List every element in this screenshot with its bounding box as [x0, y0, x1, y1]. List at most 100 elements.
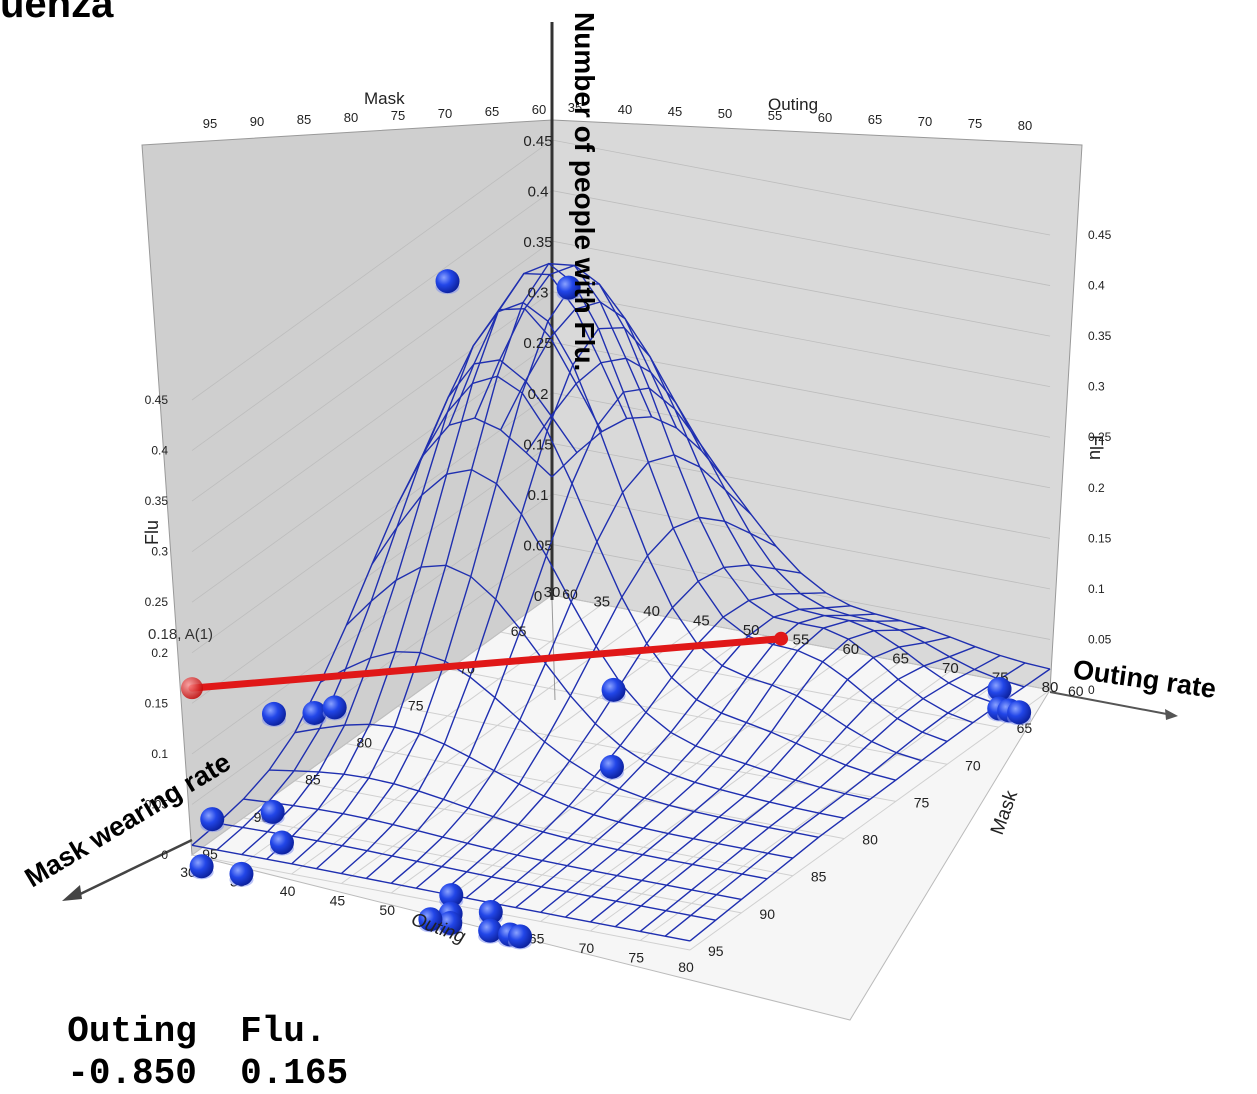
data-point: [478, 900, 503, 924]
floor-mask-title: Mask: [987, 787, 1022, 837]
flu-tick-right: 0: [1088, 683, 1095, 697]
flu-tick-right: 0.4: [1088, 279, 1105, 293]
mesh-line-outing: [540, 619, 901, 913]
highlight-segment[interactable]: [188, 635, 785, 692]
flu-tick-left: 0.45: [145, 393, 169, 407]
mask-tick-top: 95: [203, 116, 217, 131]
flu-tick-center: 0.4: [528, 184, 549, 201]
outing-tick-back: 30: [544, 584, 561, 601]
highlight-end-marker[interactable]: [774, 631, 789, 646]
data-point: [200, 807, 225, 832]
mesh-line-outing: [216, 359, 578, 851]
flu-tick-left: 0.05: [145, 797, 169, 811]
outing-axis-arrowhead: [1165, 709, 1178, 720]
mesh-line-outing: [565, 627, 926, 918]
data-point: [229, 861, 254, 886]
mesh-line-outing: [390, 454, 752, 884]
mask-tick-top: 60: [532, 102, 546, 117]
flu-tick-right: 0.35: [1088, 329, 1112, 343]
mask-tick-right: 80: [862, 832, 878, 848]
data-point: [438, 911, 463, 936]
data-point: [418, 907, 443, 932]
readout-header-outing: Outing: [67, 1011, 197, 1052]
top-outing-title: Outing: [768, 95, 818, 114]
mesh-line-outing: [639, 654, 1001, 932]
flu-tick-center: 0.2: [528, 386, 549, 403]
data-point: [1007, 700, 1032, 725]
highlight-start-marker[interactable]: [181, 677, 203, 700]
mask-tick-right: 75: [914, 794, 930, 810]
outing-tick-back: 35: [593, 594, 610, 611]
outing-tick-front: 45: [330, 893, 346, 909]
chart-3d-canvas: 3035404550556065707580303540455055606570…: [20, 12, 1218, 1021]
mesh-line-outing: [291, 262, 653, 865]
mask-tick-right: 70: [965, 757, 981, 773]
outing-tick-front: 50: [379, 902, 395, 918]
mesh-line-outing: [515, 613, 876, 909]
flu-tick-left: 0.2: [151, 646, 168, 660]
outing-tick-top: 80: [1018, 118, 1032, 133]
flu-tick-left: 0.1: [151, 747, 168, 761]
flu-tick-left: 0.15: [145, 696, 169, 710]
readout-value-flu: 0.165: [240, 1053, 349, 1094]
data-point: [261, 701, 286, 726]
mask-tick-right: 85: [811, 869, 827, 885]
outing-tick-top: 35: [568, 100, 582, 115]
mesh-line-outing: [589, 636, 951, 923]
data-point: [599, 754, 624, 779]
floor-gridline-mask: [346, 743, 845, 840]
mesh-line-outing: [241, 308, 603, 856]
outing-tick-front: 75: [628, 950, 644, 966]
readout-header-flu: Flu.: [240, 1011, 327, 1052]
data-point: [189, 854, 214, 879]
mesh-line-outing: [465, 592, 826, 899]
readout-headers: Outing Flu.: [24, 970, 326, 1052]
data-point: [322, 695, 347, 720]
flu-tick-right: 0.05: [1088, 632, 1112, 646]
outing-tick-top: 70: [918, 114, 932, 129]
mask-tick-top: 80: [344, 110, 358, 125]
data-point: [508, 924, 533, 949]
mask-tick-top: 85: [297, 112, 311, 127]
outing-tick-front: 65: [529, 931, 545, 947]
floor-gridline-outing: [341, 623, 702, 884]
flu-tick-right: 0.15: [1088, 531, 1112, 545]
floor-gridline-outing: [639, 680, 1001, 941]
flu-tick-right: 0.3: [1088, 380, 1105, 394]
flu-tick-left: 0.25: [145, 595, 169, 609]
outing-tick-back: 60: [842, 641, 859, 658]
outing-tick-front: 80: [678, 959, 694, 975]
flu-tick-left: 0.35: [145, 494, 169, 508]
flu-tick-center: 0.05: [523, 537, 552, 554]
outing-axis-line: [1049, 691, 1173, 716]
mesh-line-outing: [316, 282, 678, 870]
outing-tick-top: 75: [968, 116, 982, 131]
mask-axis-arrowhead: [62, 885, 82, 901]
flu-tick-center: 0.3: [528, 285, 549, 302]
outing-tick-top: 45: [668, 104, 682, 119]
flu-tick-right: 0.2: [1088, 481, 1105, 495]
outing-tick-front: 40: [280, 883, 296, 899]
mask-tick-left: 65: [511, 623, 527, 639]
flu-tick-center: 0.45: [523, 133, 552, 150]
mask-tick-right: 90: [759, 906, 775, 922]
data-point: [269, 830, 294, 855]
floor-gridline-outing: [689, 689, 1051, 951]
data-point: [260, 799, 285, 824]
readout-values: -0.850 0.165: [24, 1012, 348, 1094]
mask-tick-top: 90: [250, 114, 264, 129]
flu-tick-left: 0.3: [151, 545, 168, 559]
mesh-line-outing: [415, 516, 777, 889]
flu-tick-right: 0.1: [1088, 582, 1105, 596]
outing-tick-back: 40: [643, 603, 660, 620]
tick-labels: 3035404550556065707580303540455055606570…: [145, 100, 1112, 975]
data-point: [601, 677, 626, 702]
surface-mesh: [191, 262, 1051, 942]
mask-tick-top: 75: [391, 108, 405, 123]
mask-tick-right: 60: [1068, 683, 1084, 699]
floor-gridline-mask: [294, 780, 793, 877]
mask-tick-left: 80: [356, 735, 372, 751]
outing-tick-back: 70: [942, 660, 959, 677]
left-wall-z-title: Flu: [142, 520, 162, 545]
outing-tick-back: 80: [1042, 679, 1059, 696]
